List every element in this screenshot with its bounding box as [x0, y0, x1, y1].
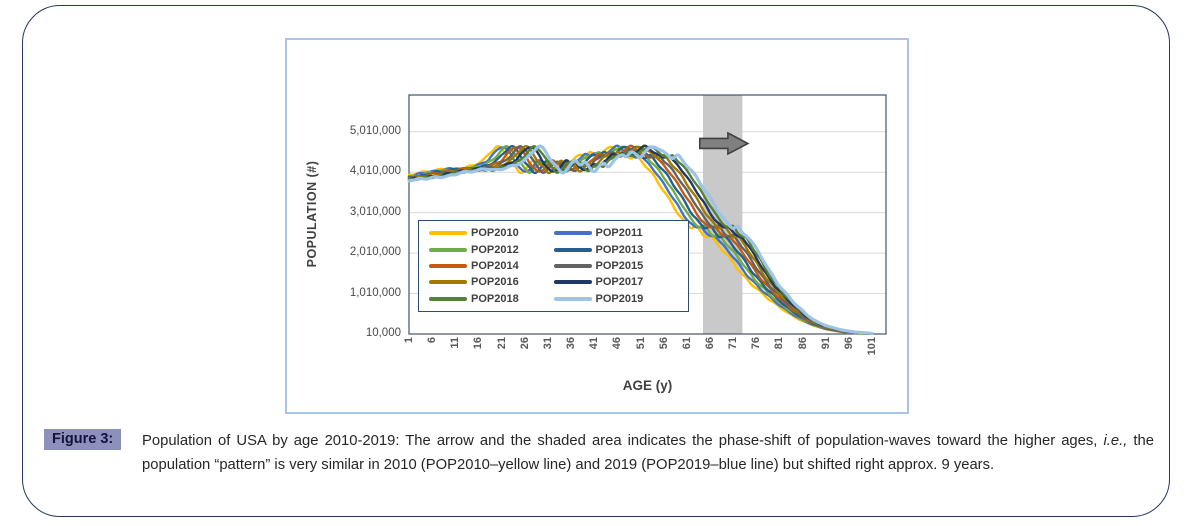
- x-tick-label: 66: [703, 337, 716, 350]
- legend-swatch: [429, 231, 467, 236]
- figure-caption: Population of USA by age 2010-2019: The …: [142, 430, 1154, 478]
- y-tick-label: 4,010,000: [349, 165, 401, 178]
- legend-label: POP2016: [471, 276, 519, 289]
- legend: POP2010 POP2011 POP2012 POP2013 POP2014 POP20…: [418, 220, 689, 312]
- legend-label: POP2010: [471, 227, 519, 240]
- legend-item-POP2015: POP2015: [553, 259, 679, 272]
- legend-swatch: [553, 280, 592, 285]
- legend-label: POP2014: [471, 259, 519, 272]
- legend-label: POP2018: [471, 292, 519, 305]
- legend-item-POP2017: POP2017: [553, 276, 679, 289]
- x-tick-label: 6: [426, 337, 439, 344]
- legend-swatch: [429, 280, 467, 285]
- legend-swatch: [429, 247, 467, 252]
- phase-shift-band: [703, 95, 743, 334]
- legend-item-POP2018: POP2018: [429, 293, 554, 305]
- x-tick-label: 81: [773, 337, 786, 350]
- y-tick-label: 10,000: [365, 327, 401, 339]
- legend-label: POP2015: [595, 259, 644, 272]
- legend-item-POP2010: POP2010: [429, 227, 554, 239]
- shift-arrow-icon: [698, 131, 750, 156]
- y-tick-label: 2,010,000: [349, 246, 401, 259]
- caption-italic-abbrev: i.e.,: [1103, 433, 1128, 449]
- series-line-POP2019: [407, 144, 874, 335]
- x-tick-label: 41: [588, 337, 601, 350]
- x-tick-label: 21: [495, 337, 508, 350]
- legend-swatch: [553, 231, 592, 236]
- legend-item-POP2013: POP2013: [553, 243, 679, 256]
- chart-panel: 10,000 1,010,000 2,010,000 3,010,000 4,010,0…: [285, 38, 909, 414]
- legend-item-POP2014: POP2014: [429, 260, 554, 272]
- legend-item-POP2016: POP2016: [429, 276, 554, 288]
- x-tick-label: 86: [796, 337, 809, 350]
- x-tick-label: 11: [449, 337, 462, 349]
- legend-label: POP2012: [471, 243, 519, 256]
- legend-label: POP2013: [595, 243, 644, 256]
- plot-border: [408, 94, 887, 335]
- x-axis-title: AGE (y): [622, 378, 673, 393]
- caption-text: Population of USA by age 2010-2019: The …: [142, 433, 1104, 449]
- figure-label: Figure 3:: [44, 429, 122, 450]
- y-tick-label: 5,010,000: [349, 124, 401, 137]
- population-chart: [407, 94, 887, 335]
- legend-swatch: [553, 263, 592, 268]
- legend-swatch: [553, 247, 592, 252]
- x-tick-label: 56: [657, 337, 670, 350]
- x-tick-label: 36: [565, 337, 578, 350]
- legend-swatch: [429, 263, 467, 268]
- x-tick-label: 101: [866, 337, 878, 356]
- legend-item-POP2011: POP2011: [553, 227, 679, 240]
- y-axis-title: POPULATION (#): [305, 160, 319, 268]
- x-tick-label: 31: [541, 337, 554, 350]
- x-tick-label: 51: [634, 337, 647, 350]
- x-tick-label: 46: [611, 337, 624, 350]
- legend-swatch: [553, 296, 592, 301]
- legend-label: POP2011: [595, 227, 643, 240]
- y-tick-label: 3,010,000: [349, 205, 401, 218]
- legend-label: POP2019: [595, 292, 644, 305]
- x-tick-label: 91: [819, 337, 832, 350]
- x-tick-label: 96: [842, 337, 855, 350]
- y-tick-label: 1,010,000: [349, 286, 401, 299]
- x-tick-label: 1: [403, 337, 415, 344]
- x-tick-label: 76: [750, 337, 763, 350]
- legend-swatch: [429, 296, 467, 301]
- legend-item-POP2012: POP2012: [429, 244, 554, 256]
- legend-label: POP2017: [595, 276, 644, 289]
- legend-item-POP2019: POP2019: [553, 292, 679, 305]
- x-tick-label: 71: [727, 337, 740, 350]
- x-tick-label: 61: [680, 337, 693, 350]
- caption-text: the population “pattern” is very similar…: [142, 433, 1154, 473]
- x-tick-label: 26: [518, 337, 531, 350]
- x-tick-label: 16: [472, 337, 485, 350]
